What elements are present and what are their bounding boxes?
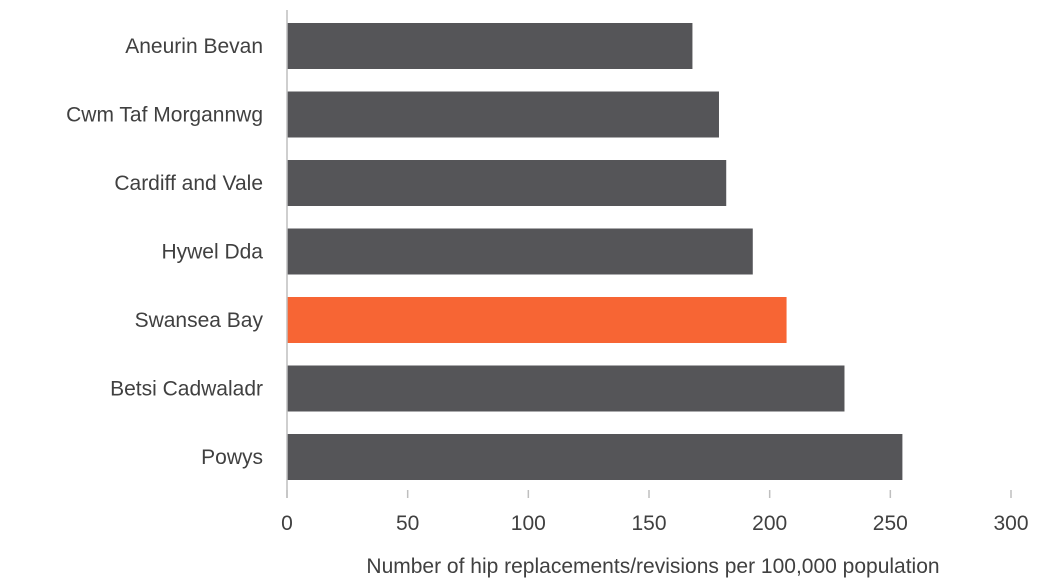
bar-cardiff-and-vale	[287, 160, 727, 206]
x-axis-title: Number of hip replacements/revisions per…	[366, 555, 939, 578]
x-tick-label: 250	[873, 512, 908, 535]
x-tick-label: 0	[281, 512, 293, 535]
category-label: Betsi Cadwaladr	[110, 378, 263, 401]
bars-group	[287, 23, 903, 480]
category-label: Powys	[201, 446, 263, 469]
category-label: Swansea Bay	[135, 309, 264, 332]
bar-aneurin-bevan	[287, 23, 693, 69]
x-tick-label: 100	[511, 512, 546, 535]
bar-powys	[287, 434, 903, 480]
category-label: Cwm Taf Morgannwg	[66, 104, 263, 127]
x-axis-ticks	[286, 490, 1012, 498]
x-tick-label: 50	[396, 512, 419, 535]
bar-swansea-bay	[287, 297, 787, 343]
category-label: Cardiff and Vale	[114, 172, 263, 195]
category-labels: Aneurin Bevan Cwm Taf Morgannwg Cardiff an…	[66, 35, 263, 469]
x-axis-tick-labels: 0 50 100 150 200 250 300	[281, 512, 1028, 535]
category-label: Hywel Dda	[161, 241, 263, 264]
x-tick-label: 200	[752, 512, 787, 535]
bar-hywel-dda	[287, 228, 753, 275]
x-tick-label: 150	[631, 512, 666, 535]
category-label: Aneurin Bevan	[125, 35, 263, 58]
bar-betsi-cadwaladr	[287, 365, 845, 412]
x-tick-label: 300	[993, 512, 1028, 535]
bar-cwm-taf-morgannwg	[287, 91, 719, 138]
